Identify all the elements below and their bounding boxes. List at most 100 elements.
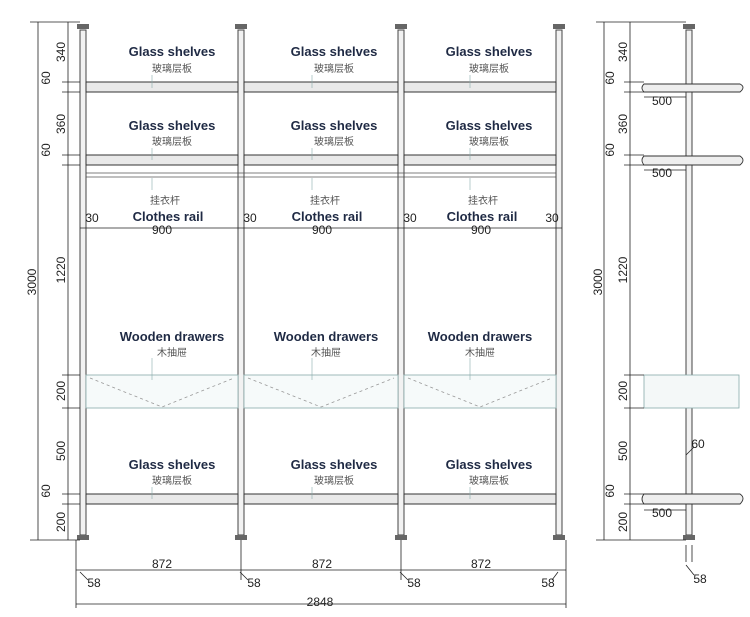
dim-gap-30: 30: [545, 211, 559, 225]
dim-bay-900: 900: [471, 223, 491, 237]
dim-200: 200: [54, 381, 68, 401]
pole-3: [397, 29, 405, 536]
side-dim-60: 60: [603, 484, 617, 498]
glass-shelf: [85, 493, 239, 505]
label-glass-shelves: Glass shelves: [446, 44, 533, 59]
label-glass-shelves-cn: 玻璃层板: [314, 135, 354, 148]
glass-shelf: [243, 493, 399, 505]
label-glass-shelves: Glass shelves: [446, 457, 533, 472]
leader-line: [685, 446, 695, 456]
side-pole-cap-bottom: [683, 535, 695, 540]
side-dim-total-height: 3000: [591, 268, 605, 295]
label-clothes-rail: Clothes rail: [133, 209, 204, 224]
dim-pole-58: 58: [541, 576, 555, 590]
label-wooden-drawers-cn: 木抽屉: [157, 346, 187, 359]
side-dim-pole-58: 58: [693, 572, 707, 586]
label-glass-shelves: Glass shelves: [291, 44, 378, 59]
side-dim-pole-60: 60: [691, 437, 705, 451]
pole-cap-bottom-3: [395, 535, 407, 540]
pole-4: [555, 29, 563, 536]
label-glass-shelves: Glass shelves: [129, 118, 216, 133]
pole-cap-bottom-4: [553, 535, 565, 540]
dim-total-width: 2848: [307, 595, 334, 609]
glass-shelves-row-2: [85, 154, 557, 166]
side-elevation: 3000 340 60 360 60 1220 200 500 60 200 5…: [591, 21, 744, 586]
side-dim-200: 200: [616, 512, 630, 532]
pole-cap-top-1: [77, 24, 89, 29]
label-glass-shelves-cn: 玻璃层板: [152, 474, 192, 487]
dim-500: 500: [54, 441, 68, 461]
dim-340: 340: [54, 42, 68, 62]
drawer-open-symbol: [89, 377, 235, 408]
dim-bay-872: 872: [312, 557, 332, 571]
poles: [77, 24, 565, 540]
left-vertical-dimensions: 3000 340 60 360 60 1220 200 500 60 200: [25, 21, 80, 541]
label-glass-shelves-cn: 玻璃层板: [314, 474, 354, 487]
wooden-drawers: [85, 374, 557, 409]
label-clothes-rail-cn: 挂衣杆: [150, 194, 180, 207]
label-wooden-drawers-cn: 木抽屉: [465, 346, 495, 359]
drawer-open-symbol: [247, 377, 395, 408]
dim-gap-30: 30: [243, 211, 257, 225]
side-dim-depth-500: 500: [652, 166, 672, 180]
side-pole-cap-top: [683, 24, 695, 29]
dim-60: 60: [39, 143, 53, 157]
side-dim-200: 200: [616, 381, 630, 401]
leader-line: [685, 564, 695, 576]
wooden-drawer: [243, 374, 399, 409]
glass-shelf: [243, 81, 399, 93]
leader-line: [79, 571, 89, 581]
pole-2: [237, 29, 245, 536]
label-glass-shelves: Glass shelves: [129, 44, 216, 59]
clothes-rails: [86, 172, 556, 178]
label-glass-shelves-cn: 玻璃层板: [152, 135, 192, 148]
glass-shelf: [85, 81, 239, 93]
side-dim-depth-500: 500: [652, 506, 672, 520]
label-glass-shelves-cn: 玻璃层板: [469, 474, 509, 487]
glass-shelf: [403, 493, 557, 505]
wooden-drawer: [403, 374, 557, 409]
pole-cap-bottom-2: [235, 535, 247, 540]
drawer-open-symbol: [407, 377, 553, 408]
glass-shelf: [85, 154, 239, 166]
label-clothes-rail-cn: 挂衣杆: [468, 194, 498, 207]
glass-shelf: [403, 154, 557, 166]
side-dim-60: 60: [603, 71, 617, 85]
side-dim-340: 340: [616, 42, 630, 62]
dim-60: 60: [39, 484, 53, 498]
leader-line: [239, 571, 249, 581]
wooden-drawer: [85, 374, 239, 409]
side-drawer: [643, 374, 740, 409]
label-wooden-drawers: Wooden drawers: [428, 329, 533, 344]
pole-cap-top-2: [235, 24, 247, 29]
leader-line: [399, 571, 409, 581]
dim-pole-58: 58: [247, 576, 261, 590]
labels-glass-row-2: Glass shelves 玻璃层板 Glass shelves 玻璃层板 Gl…: [129, 118, 533, 160]
side-glass-shelf: [641, 83, 744, 93]
pole-1: [79, 29, 87, 536]
label-wooden-drawers: Wooden drawers: [274, 329, 379, 344]
glass-shelves-row-3: [85, 493, 557, 505]
side-glass-shelf: [641, 493, 744, 505]
dim-bay-872: 872: [471, 557, 491, 571]
dim-60: 60: [39, 71, 53, 85]
side-dim-60: 60: [603, 143, 617, 157]
labels-glass-row-1: Glass shelves 玻璃层板 Glass shelves 玻璃层板 Gl…: [129, 44, 533, 88]
label-clothes-rail: Clothes rail: [292, 209, 363, 224]
glass-shelves-row-1: [85, 81, 557, 93]
label-wooden-drawers-cn: 木抽屉: [311, 346, 341, 359]
label-glass-shelves-cn: 玻璃层板: [152, 62, 192, 75]
label-clothes-rail-cn: 挂衣杆: [310, 194, 340, 207]
front-elevation: Glass shelves 玻璃层板 Glass shelves 玻璃层板 Gl…: [25, 21, 567, 609]
label-glass-shelves: Glass shelves: [129, 457, 216, 472]
bay-width-dimensions: 30 30 30 30 900 900 900: [80, 211, 562, 237]
label-glass-shelves: Glass shelves: [291, 457, 378, 472]
labels-glass-row-3: Glass shelves 玻璃层板 Glass shelves 玻璃层板 Gl…: [129, 457, 533, 499]
pole-cap-top-4: [553, 24, 565, 29]
label-glass-shelves: Glass shelves: [446, 118, 533, 133]
bottom-dimensions: 872 872 872 58 58 58 58 2848: [75, 540, 567, 609]
label-glass-shelves-cn: 玻璃层板: [469, 135, 509, 148]
dim-total-height: 3000: [25, 268, 39, 295]
dim-bay-900: 900: [152, 223, 172, 237]
